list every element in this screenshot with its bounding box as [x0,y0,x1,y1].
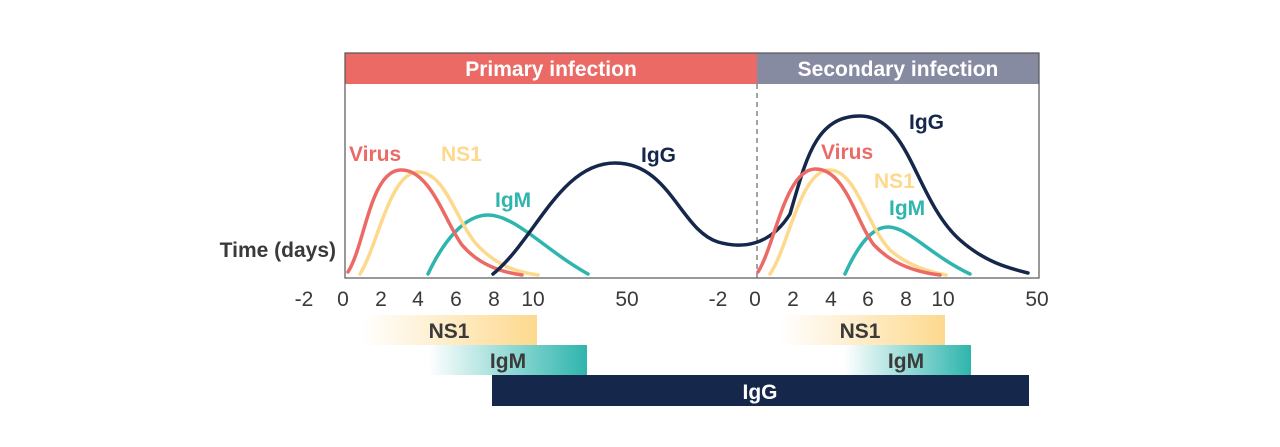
primary-igm-curve [426,213,590,276]
igg-window [492,375,1029,406]
secondary-ns1-window [780,315,945,345]
igg-window-label: IgG [743,381,778,404]
plot-frame [344,52,1040,279]
secondary-virus-curve [756,167,942,277]
secondary-phase-label: Secondary infection [798,58,999,81]
axis-title: Time (days) [220,239,336,262]
tick-label: -2 [295,288,314,311]
tick-label: 4 [825,288,837,311]
secondary-ns1-window-label: NS1 [840,320,881,343]
secondary-igg-label: IgG [909,111,944,134]
primary-igm-window-label: IgM [490,350,526,373]
tick-labels: -2 0 2 4 6 8 10 50 -2 0 2 4 6 8 10 50 [295,288,1049,311]
tick-label: 8 [900,288,912,311]
tick-label: 4 [412,288,424,311]
secondary-igm-window-label: IgM [888,350,924,373]
primary-igg-label: IgG [641,144,676,167]
tick-label: 0 [749,288,761,311]
primary-ns1-window [362,315,537,345]
tick-label: 2 [375,288,387,311]
primary-phase-label: Primary infection [465,58,637,81]
secondary-ns1-curve [768,168,948,277]
tick-label: 0 [337,288,349,311]
tick-label: 8 [488,288,500,311]
primary-igm-label: IgM [495,189,531,212]
tick-label: 6 [862,288,874,311]
secondary-ns1-label: NS1 [874,170,915,193]
tick-label: -2 [709,288,728,311]
tick-label: 50 [1025,288,1048,311]
secondary-phase-bar [757,53,1039,84]
secondary-igm-label: IgM [889,197,925,220]
igg-curve [491,114,1030,276]
tick-label: 2 [787,288,799,311]
primary-ns1-window-label: NS1 [429,320,470,343]
primary-phase-bar [345,53,757,84]
secondary-igm-curve [843,225,972,276]
primary-ns1-label: NS1 [441,143,482,166]
tick-label: 10 [521,288,544,311]
tick-label: 50 [615,288,638,311]
primary-virus-label: Virus [349,143,401,166]
secondary-igm-window [844,345,971,375]
primary-virus-curve [346,168,524,277]
tick-label: 10 [931,288,954,311]
primary-igm-window [428,345,587,375]
secondary-virus-label: Virus [821,141,873,164]
tick-label: 6 [450,288,462,311]
